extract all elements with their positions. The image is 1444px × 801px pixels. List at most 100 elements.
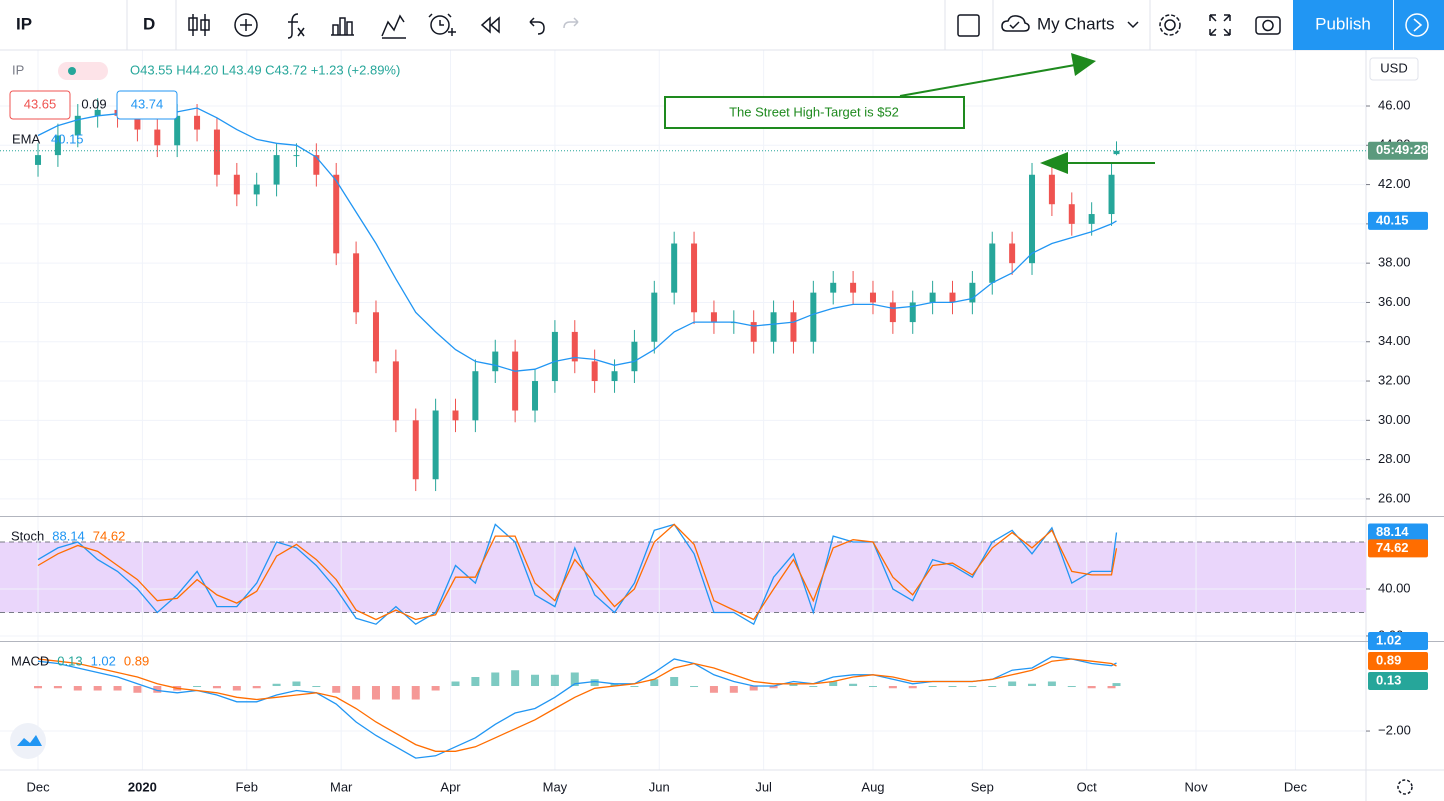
histogram-bar (590, 679, 599, 687)
stoch-badge: 74.62 (1376, 540, 1409, 555)
chart-panes: Dec 2020 Feb Mar Apr May Jun Jul Aug Sep Oct Nov Dec… (0, 50, 1444, 801)
histogram-bar (1047, 681, 1056, 687)
candle-body (949, 292, 956, 303)
candle-body (532, 381, 539, 411)
histogram-bar (928, 686, 937, 688)
chart-type-button[interactable] (381, 14, 406, 39)
histogram-bar (113, 686, 122, 691)
histogram-bar (451, 681, 460, 687)
histogram-bar (1112, 683, 1121, 687)
histogram-bar (312, 686, 321, 688)
my-charts-button[interactable]: My Charts (1037, 14, 1114, 33)
fullscreen-button[interactable] (1209, 14, 1231, 36)
ema-badge-bg (1368, 211, 1428, 230)
histogram-bar (550, 674, 559, 687)
histogram-bar (431, 686, 440, 691)
macd-badge-bg (1368, 632, 1428, 650)
legend-symbol: IP (12, 62, 24, 77)
histogram-bar (133, 686, 142, 693)
candle-body (94, 109, 101, 116)
stoch-badge-bg (1368, 539, 1428, 558)
candle-body (233, 174, 240, 195)
candle-body (213, 129, 220, 175)
dropdown-caret[interactable] (1127, 21, 1139, 29)
histogram-bar (789, 683, 798, 687)
candle-body (313, 155, 320, 175)
layout-button[interactable] (957, 14, 980, 37)
histogram-bar (570, 672, 579, 687)
x-tick-label: Nov (1184, 779, 1208, 794)
play-icon (1413, 18, 1423, 32)
publish-label[interactable]: Publish (1315, 14, 1371, 33)
axis-settings-button[interactable] (1397, 779, 1413, 795)
candle-body (412, 420, 419, 480)
candle-body (989, 243, 996, 283)
candle-body (452, 410, 459, 421)
candle-body (790, 312, 797, 342)
candle-body (651, 292, 658, 342)
histogram-bar (988, 686, 997, 688)
annotation-arrowhead (1040, 152, 1068, 174)
annotation-box (664, 96, 965, 129)
candle-body (1108, 174, 1115, 215)
candle-body (353, 253, 360, 313)
alert-button[interactable] (428, 13, 456, 36)
toolbar-icons (188, 13, 1281, 39)
candle-body (691, 243, 698, 313)
logo-badge[interactable] (10, 723, 46, 759)
histogram-bar (908, 686, 917, 689)
histogram-bar (352, 686, 361, 700)
y-tick-label: 32.00 (1378, 372, 1411, 387)
x-tick-label: Jun (649, 779, 670, 794)
candle-body (710, 312, 717, 323)
legend-toggle (58, 62, 108, 80)
candle-body (54, 135, 61, 156)
histogram-bar (232, 686, 241, 691)
indicator-legend-value: 0.89 (124, 653, 149, 668)
candle-body (750, 322, 757, 342)
replay-button[interactable] (480, 16, 500, 34)
histogram-bar (868, 686, 877, 688)
candle-body (909, 302, 916, 323)
annotation-arrowhead (1071, 53, 1096, 76)
histogram-bar (1087, 686, 1096, 689)
histogram-bar (491, 672, 500, 687)
ema-legend-value: 40.15 (51, 131, 84, 146)
countdown-badge-bg (1368, 141, 1428, 160)
histogram-bar (93, 686, 102, 691)
interval-button[interactable]: D (143, 14, 155, 33)
templates-button[interactable] (331, 17, 354, 36)
compare-button[interactable] (234, 13, 258, 37)
currency-box (1369, 57, 1419, 81)
indicator-legend-value: 74.62 (93, 528, 126, 543)
x-tick-label: Jul (755, 779, 772, 794)
indicators-button[interactable] (287, 13, 305, 39)
candle-body (551, 331, 558, 382)
go-live-button[interactable] (1394, 0, 1444, 50)
candle-body (273, 155, 280, 185)
currency-label: USD (1380, 60, 1407, 75)
undo-button[interactable] (529, 17, 545, 35)
y-tick-label: 26.00 (1378, 490, 1411, 505)
y-tick-label: 40.00 (1378, 580, 1411, 595)
histogram-bar (252, 686, 261, 689)
histogram-bar (948, 686, 957, 688)
candle-body (333, 174, 340, 254)
candle-style-button[interactable] (188, 14, 210, 36)
toolbar-bg (0, 0, 1444, 50)
histogram-bar (709, 686, 718, 693)
histogram-bar (272, 683, 281, 687)
candle-body (134, 115, 141, 130)
macd-badge: 0.89 (1376, 652, 1401, 667)
x-tick-label: Oct (1077, 779, 1098, 794)
candle-body (372, 312, 379, 362)
publish-button[interactable] (1293, 0, 1393, 50)
y-tick-label: 36.00 (1378, 294, 1411, 309)
candle-body (432, 410, 439, 480)
candle-body (512, 351, 519, 411)
settings-button[interactable] (1159, 14, 1181, 36)
snapshot-button[interactable] (1255, 16, 1281, 35)
redo-button[interactable] (563, 17, 579, 29)
symbol-button[interactable]: IP (16, 14, 32, 33)
